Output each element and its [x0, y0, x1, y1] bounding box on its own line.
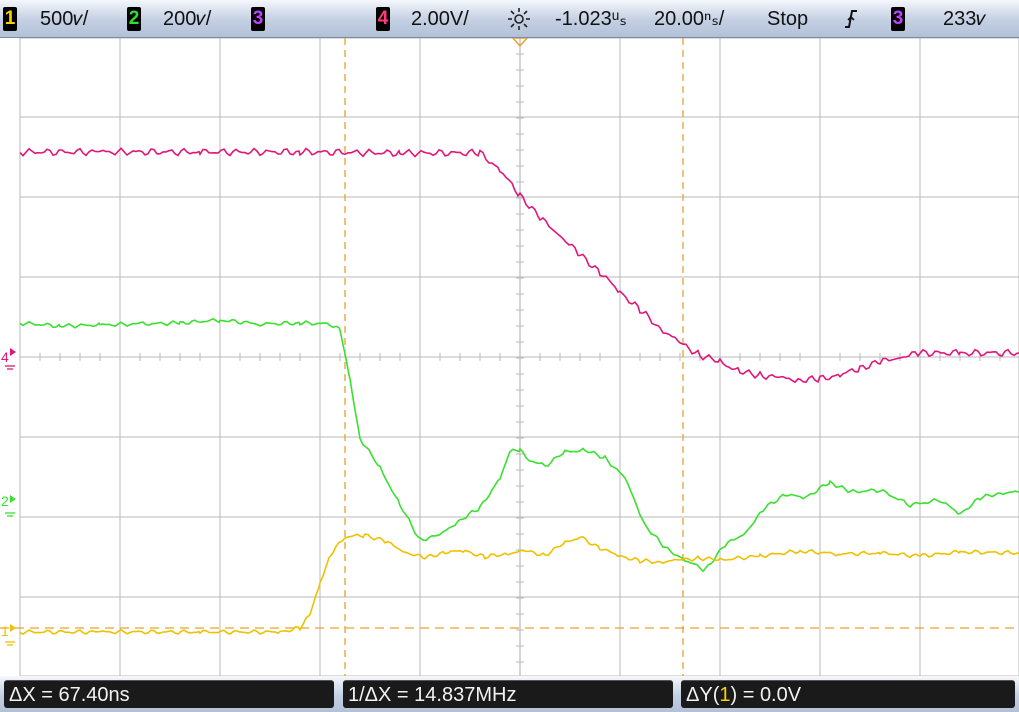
- trigger-level[interactable]: 233𝑣: [943, 8, 986, 30]
- svg-text:1: 1: [1, 623, 9, 639]
- channel-2-trace: [19, 317, 1019, 573]
- channel-1-badge[interactable]: 1: [3, 7, 17, 31]
- channel-1-scale[interactable]: 500𝑣/: [40, 8, 89, 30]
- waveform-display[interactable]: 4 2 1: [0, 38, 1019, 676]
- delay-reference-marker: [512, 38, 528, 48]
- channel-4-scale[interactable]: 2.00V/: [411, 8, 469, 30]
- channel-2-badge[interactable]: 2: [127, 7, 141, 31]
- delay-value[interactable]: -1.023ᵘₛ: [555, 8, 627, 30]
- run-state[interactable]: Stop: [767, 8, 809, 30]
- rising-edge-icon: [843, 7, 859, 37]
- graticule-grid: [19, 38, 1019, 676]
- svg-text:2: 2: [1, 493, 9, 509]
- delta-y-prefix: ΔY(: [686, 684, 720, 706]
- channel-1-ground-marker[interactable]: 1: [1, 623, 16, 646]
- delta-y-channel: 1: [719, 684, 731, 706]
- channel-4-ground-marker[interactable]: 4: [1, 348, 16, 370]
- status-bar: 1 500𝑣/ 2 200𝑣/ 3 4 2.00V/ -1.023ᵘₛ 20.0…: [0, 0, 1019, 38]
- timebase-value[interactable]: 20.00ⁿₛ/: [654, 8, 725, 30]
- channel-4-badge[interactable]: 4: [376, 7, 390, 31]
- channel-4-trace: [19, 147, 1019, 384]
- channel-3-badge[interactable]: 3: [251, 7, 265, 31]
- inverse-delta-x-readout[interactable]: 1/ΔX = 14.837MHz: [343, 680, 673, 708]
- svg-text:4: 4: [1, 349, 9, 365]
- channel-1-trace: [19, 533, 1019, 636]
- delta-y-suffix: ) = 0.0V: [730, 684, 802, 706]
- channel-2-ground-marker[interactable]: 2: [1, 493, 16, 517]
- trigger-source-badge[interactable]: 3: [891, 7, 905, 31]
- delta-x-readout[interactable]: ΔX = 67.40ns: [4, 680, 334, 708]
- delay-knob-icon: [506, 7, 532, 37]
- measurement-bar: ΔX = 67.40ns 1/ΔX = 14.837MHz ΔY(1) = 0.…: [0, 676, 1019, 712]
- delta-y-readout[interactable]: ΔY(1) = 0.0V: [681, 680, 1015, 708]
- channel-2-scale[interactable]: 200𝑣/: [163, 8, 212, 30]
